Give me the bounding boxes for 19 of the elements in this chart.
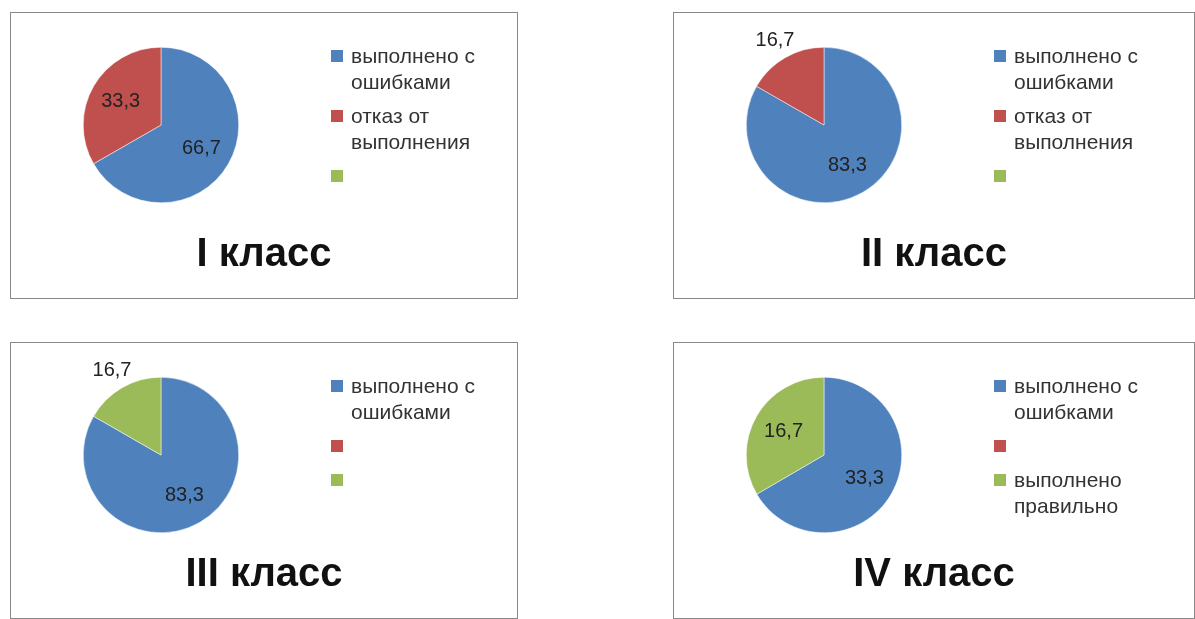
data-label: 83,3 — [164, 482, 204, 505]
data-label: 16,7 — [755, 27, 795, 50]
text: II класс — [860, 230, 1008, 275]
data-label: 16,7 — [92, 357, 132, 380]
legend-label: отказ от выполнения — [351, 103, 472, 155]
data-label: 33,3 — [101, 89, 141, 112]
data-label: 33,3 — [844, 465, 884, 488]
text: III класс — [184, 550, 344, 595]
legend-label: выполнено правильно — [1014, 467, 1123, 519]
legend-label: выполнено с ошибками — [351, 373, 476, 425]
legend-label: выполнено с ошибками — [351, 43, 476, 95]
data-label: 16,7 — [764, 419, 804, 442]
legend-label: отказ от выполнения — [1014, 103, 1135, 155]
legend-label: выполнено с ошибками — [1014, 43, 1139, 95]
text: IV класс — [852, 550, 1016, 595]
data-label: 66,7 — [181, 135, 221, 158]
legend-label: выполнено с ошибками — [1014, 373, 1139, 425]
data-label: 83,3 — [827, 152, 867, 175]
text: I класс — [195, 230, 333, 275]
